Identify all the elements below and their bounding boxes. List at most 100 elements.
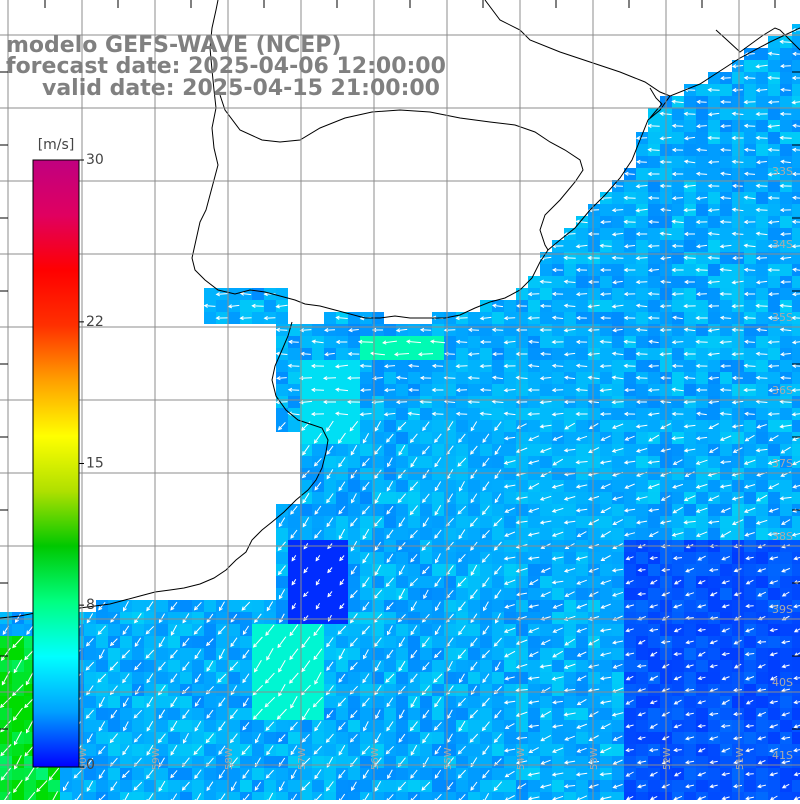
ocean-cell [612, 576, 624, 588]
ocean-cell [648, 792, 660, 800]
ocean-cell [708, 168, 720, 180]
ocean-cell [264, 708, 276, 720]
ocean-cell [324, 312, 336, 324]
ocean-cell [768, 444, 780, 456]
ocean-cell [504, 300, 516, 312]
ocean-cell [144, 708, 156, 720]
ocean-cell [732, 384, 744, 396]
ocean-cell [204, 624, 216, 636]
ocean-cell [720, 156, 732, 168]
ocean-cell [300, 528, 312, 540]
ocean-cell [384, 684, 396, 696]
ocean-cell [588, 672, 600, 684]
ocean-cell [228, 792, 240, 800]
ocean-cell [420, 456, 432, 468]
ocean-cell [708, 672, 720, 684]
ocean-cell [780, 144, 792, 156]
ocean-cell [792, 660, 800, 672]
ocean-cell [312, 636, 324, 648]
ocean-cell [444, 336, 456, 348]
ocean-cell [540, 600, 552, 612]
ocean-cell [300, 360, 312, 372]
ocean-cell [468, 720, 480, 732]
ocean-cell [456, 756, 468, 768]
ocean-cell [600, 300, 612, 312]
ocean-cell [744, 636, 756, 648]
ocean-cell [396, 408, 408, 420]
ocean-cell [420, 336, 432, 348]
ocean-cell [396, 528, 408, 540]
ocean-cell [312, 588, 324, 600]
ocean-cell [396, 384, 408, 396]
ocean-cell [672, 348, 684, 360]
ocean-cell [288, 372, 300, 384]
ocean-cell [636, 672, 648, 684]
ocean-cell [336, 516, 348, 528]
ocean-cell [612, 384, 624, 396]
ocean-cell [300, 456, 312, 468]
ocean-cell [324, 768, 336, 780]
ocean-cell [696, 420, 708, 432]
ocean-cell [672, 132, 684, 144]
ocean-cell [300, 552, 312, 564]
ocean-cell [408, 708, 420, 720]
ocean-cell [252, 624, 264, 636]
ocean-cell [396, 648, 408, 660]
ocean-cell [564, 360, 576, 372]
ocean-cell [612, 312, 624, 324]
ocean-cell [720, 348, 732, 360]
ocean-cell [300, 672, 312, 684]
ocean-cell [744, 132, 756, 144]
ocean-cell [684, 360, 696, 372]
ocean-cell [756, 600, 768, 612]
ocean-cell [732, 672, 744, 684]
ocean-cell [744, 780, 756, 792]
ocean-cell [720, 84, 732, 96]
ocean-cell [540, 504, 552, 516]
ocean-cell [444, 408, 456, 420]
ocean-cell [348, 336, 360, 348]
ocean-cell [324, 552, 336, 564]
ocean-cell [12, 744, 24, 756]
ocean-cell [720, 324, 732, 336]
ocean-cell [516, 360, 528, 372]
ocean-cell [144, 780, 156, 792]
ocean-cell [696, 324, 708, 336]
ocean-cell [552, 492, 564, 504]
ocean-cell [444, 360, 456, 372]
ocean-cell [600, 228, 612, 240]
ocean-cell [780, 792, 792, 800]
ocean-cell [540, 720, 552, 732]
ocean-cell [540, 480, 552, 492]
ocean-cell [744, 492, 756, 504]
ocean-cell [612, 744, 624, 756]
ocean-cell [540, 288, 552, 300]
ocean-cell [732, 120, 744, 132]
ocean-cell [96, 708, 108, 720]
ocean-cell [324, 528, 336, 540]
ocean-cell [552, 300, 564, 312]
ocean-cell [528, 372, 540, 384]
ocean-cell [492, 360, 504, 372]
ocean-cell [468, 480, 480, 492]
ocean-cell [588, 312, 600, 324]
ocean-cell [720, 636, 732, 648]
ocean-cell [420, 720, 432, 732]
ocean-cell [324, 600, 336, 612]
ocean-cell [324, 432, 336, 444]
ocean-cell [84, 624, 96, 636]
ocean-cell [288, 564, 300, 576]
ocean-cell [720, 612, 732, 624]
ocean-cell [720, 492, 732, 504]
ocean-cell [276, 384, 288, 396]
ocean-cell [684, 528, 696, 540]
ocean-cell [504, 684, 516, 696]
ocean-cell [768, 324, 780, 336]
ocean-cell [540, 552, 552, 564]
ocean-cell [732, 624, 744, 636]
ocean-cell [180, 624, 192, 636]
ocean-cell [732, 600, 744, 612]
ocean-cell [324, 360, 336, 372]
ocean-cell [276, 600, 288, 612]
